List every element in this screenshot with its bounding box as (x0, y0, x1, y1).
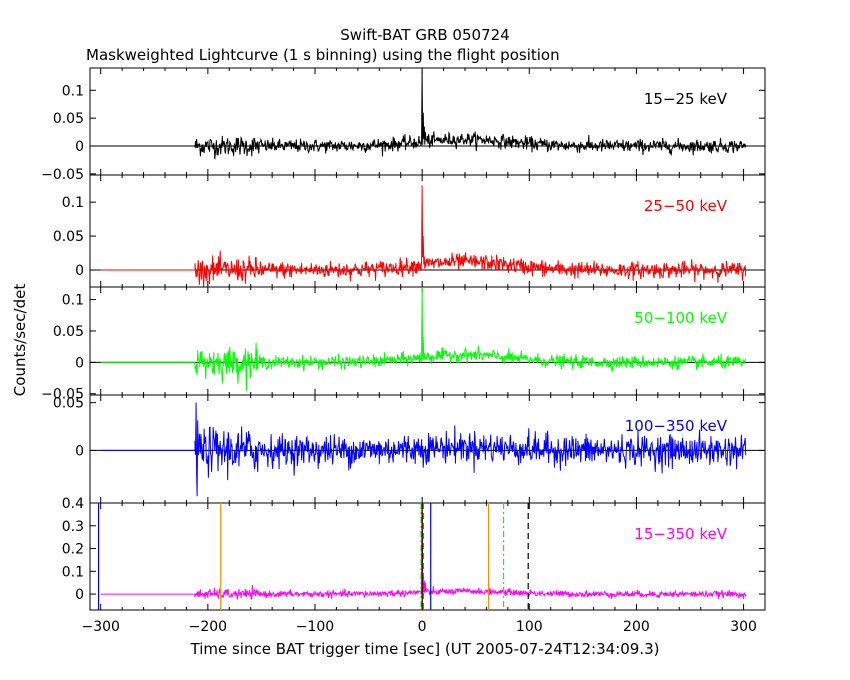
panel-2-series-line (100, 185, 747, 288)
x-axis-label: Time since BAT trigger time [sec] (UT 20… (190, 640, 660, 658)
x-tick-label: −300 (81, 619, 119, 635)
panel-3-frame (89, 286, 766, 396)
panel-1-ytick-label: 0 (75, 139, 84, 155)
panel-1-ytick-label: 0.1 (62, 83, 84, 99)
panel-2-ytick-label: 0 (75, 263, 84, 279)
panel-1-ytick-label: 0.05 (53, 111, 84, 127)
panel-5-ytick-label: 0.4 (62, 496, 84, 512)
panel-1-series-line (100, 70, 747, 160)
panel-5-ytick-label: 0.2 (62, 542, 84, 558)
panel-3-series-line (100, 286, 747, 391)
panel-1-ytick-label: −0.05 (41, 167, 84, 183)
panel-5-ytick-label: 0.1 (62, 564, 84, 580)
panels-group: 0.1 0.05 0 −0.05 15−25 keV 0.1 0.05 0 25−50 keV 0… (41, 67, 766, 635)
panel-3-ytick-label: 0.05 (53, 324, 84, 340)
panel-4-series-line (100, 402, 747, 497)
panel-4-ytick-label: 0 (75, 443, 84, 459)
panel-5-ytick-label: 0.3 (62, 519, 84, 535)
panel-1-frame (89, 67, 766, 176)
x-tick-label: −100 (296, 619, 334, 635)
x-tick-label: 200 (623, 619, 650, 635)
x-tick-label: 0 (418, 619, 427, 635)
panel-5-series-line (100, 502, 747, 601)
figure-subtitle: Maskweighted Lightcurve (1 s binning) us… (86, 46, 560, 64)
panel-4-band-label: 100−350 keV (625, 417, 728, 435)
panel-5-band-label: 15−350 keV (634, 525, 727, 543)
panel-3-ytick-label: 0 (75, 355, 84, 371)
x-tick-label: −200 (189, 619, 227, 635)
panel-3-ytick-label: 0.1 (62, 293, 84, 309)
panel-5-ytick-label: 0 (75, 587, 84, 603)
panel-2-band-label: 25−50 keV (644, 197, 728, 215)
panel-2-ytick-label: 0.1 (62, 195, 84, 211)
x-tick-label: 300 (730, 619, 757, 635)
panel-1-band-label: 15−25 keV (644, 90, 728, 108)
x-tick-label: 100 (516, 619, 543, 635)
panel-3-ytick-label: −0.05 (41, 387, 84, 403)
y-axis-label: Counts/sec/det (11, 284, 29, 397)
panel-5-frame (89, 502, 766, 611)
figure-title: Swift-BAT GRB 050724 (340, 26, 509, 44)
panel-2-ytick-label: 0.05 (53, 229, 84, 245)
panel-4-ytick-label: 0.05 (53, 396, 84, 412)
panel-3-band-label: 50−100 keV (634, 309, 727, 327)
